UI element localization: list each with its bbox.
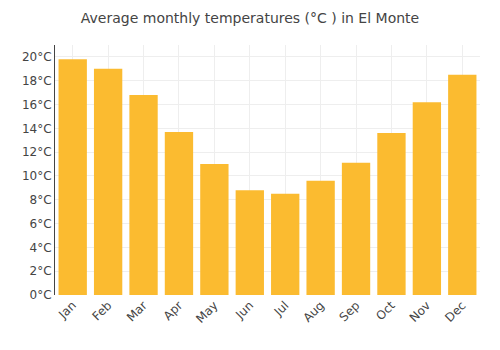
svg-text:6°C: 6°C xyxy=(30,217,52,231)
svg-text:Average monthly temperatures (: Average monthly temperatures (°C ) in El… xyxy=(81,10,419,26)
svg-text:12°C: 12°C xyxy=(22,145,52,159)
svg-text:Mar: Mar xyxy=(124,298,150,324)
svg-text:8°C: 8°C xyxy=(30,193,52,207)
svg-text:Apr: Apr xyxy=(161,298,186,323)
svg-text:Jun: Jun xyxy=(232,298,256,322)
svg-text:Oct: Oct xyxy=(373,298,398,323)
svg-text:4°C: 4°C xyxy=(30,241,52,255)
svg-text:May: May xyxy=(193,298,220,325)
svg-text:10°C: 10°C xyxy=(22,169,52,183)
svg-text:20°C: 20°C xyxy=(22,50,52,64)
svg-text:16°C: 16°C xyxy=(22,98,52,112)
svg-text:Jan: Jan xyxy=(55,298,79,322)
svg-text:Feb: Feb xyxy=(90,298,115,323)
svg-text:Jul: Jul xyxy=(271,298,292,319)
svg-text:Aug: Aug xyxy=(301,298,327,324)
svg-text:Sep: Sep xyxy=(337,298,363,324)
svg-text:18°C: 18°C xyxy=(22,74,52,88)
svg-text:2°C: 2°C xyxy=(30,264,52,278)
svg-text:0°C: 0°C xyxy=(30,288,52,302)
svg-text:14°C: 14°C xyxy=(22,122,52,136)
svg-text:Dec: Dec xyxy=(442,298,468,324)
svg-text:Nov: Nov xyxy=(407,298,433,324)
